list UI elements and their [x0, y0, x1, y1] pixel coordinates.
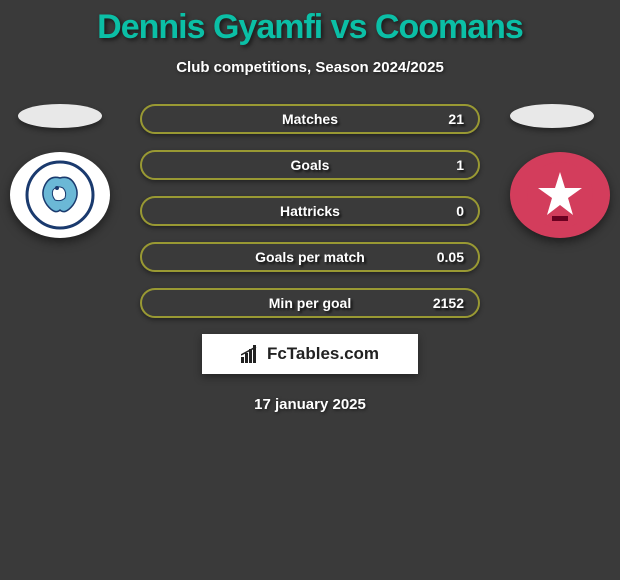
stat-label: Goals [291, 157, 330, 173]
date-label: 17 january 2025 [0, 396, 620, 413]
stat-label: Hattricks [280, 203, 340, 219]
player-left-avatar-placeholder [18, 104, 102, 128]
stat-value-right: 2152 [433, 295, 464, 311]
stat-row-matches: Matches 21 [140, 104, 480, 134]
brand-label: FcTables.com [267, 344, 379, 364]
dragon-crest-icon [25, 160, 95, 230]
comparison-area: Matches 21 Goals 1 Hattricks 0 Goals per… [0, 104, 620, 413]
star-crest-icon [525, 160, 595, 230]
stat-label: Min per goal [269, 295, 351, 311]
subtitle: Club competitions, Season 2024/2025 [0, 59, 620, 76]
team-right-logo [510, 152, 610, 238]
right-player-column [510, 104, 602, 238]
stat-value-right: 1 [456, 157, 464, 173]
stat-value-right: 0 [456, 203, 464, 219]
stat-value-right: 21 [448, 111, 464, 127]
stat-value-right: 0.05 [437, 249, 464, 265]
stat-row-goals: Goals 1 [140, 150, 480, 180]
stat-label: Matches [282, 111, 338, 127]
left-player-column [18, 104, 110, 238]
stat-label: Goals per match [255, 249, 365, 265]
team-left-logo [10, 152, 110, 238]
stat-row-min-per-goal: Min per goal 2152 [140, 288, 480, 318]
stats-list: Matches 21 Goals 1 Hattricks 0 Goals per… [140, 104, 480, 318]
main-container: Dennis Gyamfi vs Coomans Club competitio… [0, 0, 620, 413]
player-right-avatar-placeholder [510, 104, 594, 128]
brand-footer: FcTables.com [202, 334, 418, 374]
page-title: Dennis Gyamfi vs Coomans [0, 8, 620, 47]
stat-row-goals-per-match: Goals per match 0.05 [140, 242, 480, 272]
stat-row-hattricks: Hattricks 0 [140, 196, 480, 226]
bar-chart-icon [241, 345, 261, 363]
